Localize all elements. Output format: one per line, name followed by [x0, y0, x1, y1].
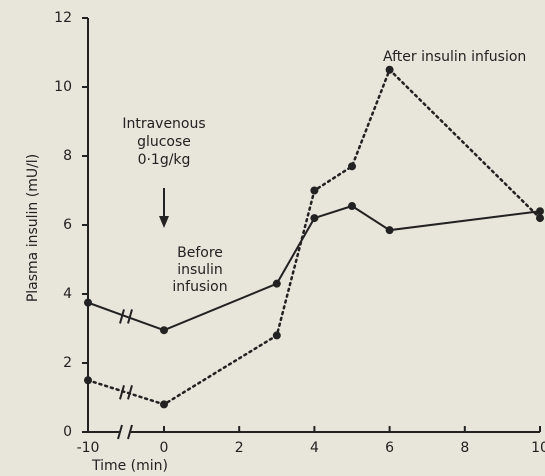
series-label-line: insulin — [177, 262, 223, 278]
data-point — [348, 162, 356, 171]
x-tick-label: 6 — [385, 440, 394, 456]
y-tick-label: 4 — [63, 286, 72, 302]
series-label-line: Before — [177, 245, 223, 261]
y-axis-label: Plasma insulin (mU/l) — [25, 154, 41, 302]
axis-break — [117, 424, 123, 440]
data-point — [310, 186, 319, 195]
data-point — [272, 331, 281, 340]
x-tick-label: 10 — [531, 440, 545, 456]
line-break — [127, 309, 133, 324]
series-label: After insulin infusion — [383, 49, 526, 65]
data-point — [84, 376, 92, 385]
line-break — [119, 385, 125, 400]
y-tick-label: 10 — [54, 79, 72, 95]
data-point — [160, 400, 168, 409]
data-point — [272, 279, 281, 288]
data-point — [160, 326, 168, 335]
series-label-line: infusion — [172, 279, 227, 295]
y-tick-label: 6 — [63, 217, 72, 233]
x-tick-label: 2 — [235, 440, 244, 456]
x-tick-label: 8 — [460, 440, 469, 456]
annotation: Intravenous — [122, 116, 205, 132]
data-point — [536, 207, 544, 216]
data-point — [310, 214, 319, 223]
data-point — [84, 298, 92, 307]
line-break — [119, 309, 125, 324]
data-point — [385, 226, 394, 235]
y-tick-label: 2 — [63, 355, 72, 371]
data-point — [536, 214, 544, 223]
x-tick-label: 0 — [160, 440, 169, 456]
axis-break — [127, 424, 133, 440]
annotation: glucose — [137, 134, 191, 150]
data-point — [348, 202, 356, 211]
y-tick-label: 8 — [63, 148, 72, 164]
y-tick-label: 0 — [63, 424, 72, 440]
y-tick-label: 12 — [54, 10, 72, 26]
series-label: Before insulin infusion — [172, 245, 227, 295]
data-point — [385, 65, 394, 74]
annotation: 0·1g/kg — [138, 152, 191, 168]
x-tick-label: 4 — [310, 440, 319, 456]
line-break — [127, 385, 133, 400]
x-axis-label: Time (min) — [91, 458, 168, 474]
x-tick-label: -10 — [77, 440, 100, 456]
annotation-arrowhead — [159, 216, 169, 228]
